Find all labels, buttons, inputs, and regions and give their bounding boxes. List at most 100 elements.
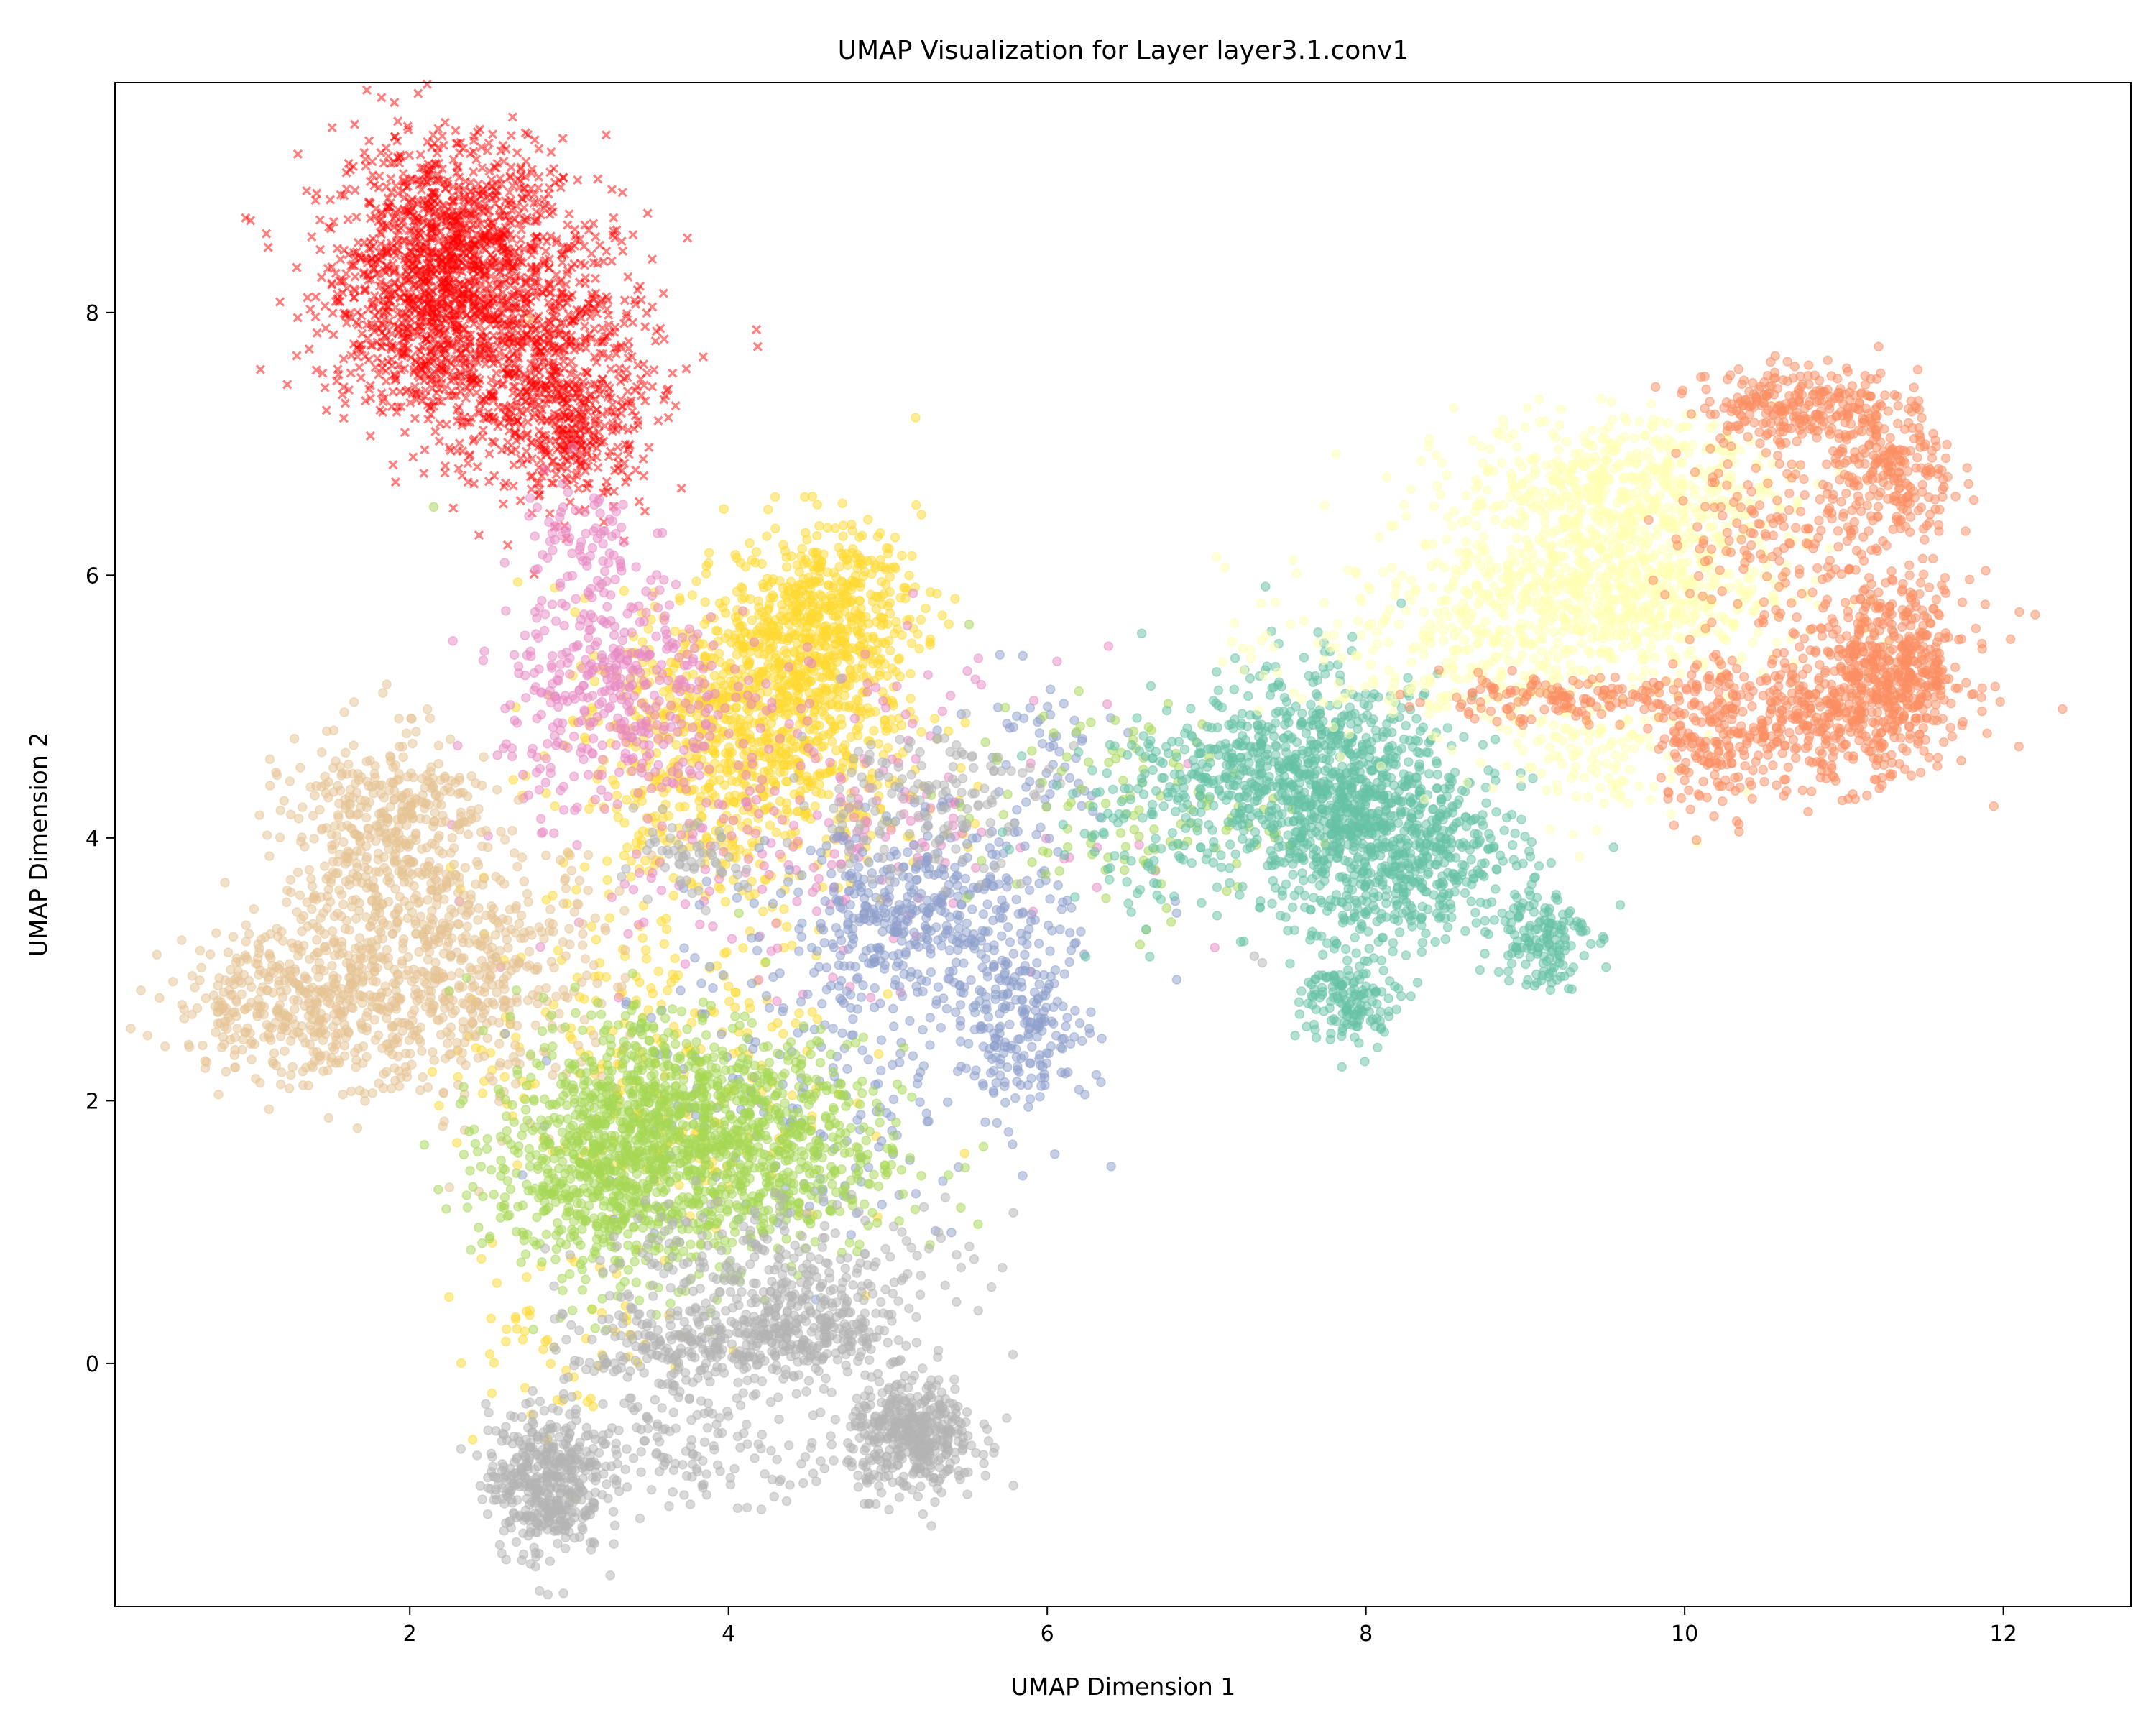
data-points — [126, 79, 2068, 1600]
data-point — [534, 602, 545, 613]
data-point-x — [579, 241, 589, 252]
data-point — [517, 1335, 528, 1345]
data-point — [656, 885, 667, 896]
data-point — [667, 638, 678, 648]
data-point — [807, 1007, 818, 1017]
data-point — [640, 680, 650, 691]
data-point-x — [505, 171, 515, 181]
data-point — [553, 717, 563, 728]
data-point — [809, 707, 819, 717]
data-point — [675, 595, 685, 606]
data-point — [514, 668, 524, 678]
data-point — [783, 597, 793, 607]
chart-title: UMAP Visualization for Layer layer3.1.co… — [838, 36, 1409, 65]
data-point — [830, 523, 840, 533]
data-point — [1210, 942, 1220, 953]
data-point — [765, 768, 775, 778]
data-point — [434, 1100, 444, 1111]
data-point — [716, 676, 726, 686]
data-point — [819, 741, 829, 751]
data-point — [811, 618, 821, 629]
data-point — [592, 637, 602, 647]
data-point — [821, 631, 832, 641]
data-point — [882, 543, 892, 553]
data-point-x — [377, 93, 387, 103]
data-point — [596, 579, 607, 589]
data-point — [844, 700, 855, 711]
data-point — [659, 939, 670, 949]
data-point — [671, 579, 681, 589]
data-point — [897, 630, 907, 640]
data-point — [862, 678, 872, 689]
data-point — [673, 768, 683, 779]
data-point — [880, 702, 891, 713]
data-point — [298, 802, 308, 812]
data-point — [814, 720, 824, 731]
data-point — [502, 1324, 512, 1335]
data-point — [757, 607, 767, 617]
data-point — [595, 508, 605, 519]
data-point — [733, 681, 744, 692]
data-point — [607, 516, 618, 526]
data-point — [512, 577, 523, 587]
data-point — [585, 644, 595, 655]
data-point — [612, 799, 623, 809]
data-point — [584, 625, 594, 635]
data-point — [686, 768, 696, 779]
data-point — [794, 566, 805, 577]
data-point — [661, 924, 672, 934]
data-point — [726, 676, 736, 686]
data-point — [906, 816, 916, 827]
data-point — [694, 760, 704, 771]
data-point — [588, 1402, 599, 1412]
data-point — [872, 645, 882, 656]
data-point — [842, 591, 852, 602]
data-point — [720, 596, 731, 606]
data-point — [556, 659, 566, 670]
data-point — [623, 929, 633, 939]
data-point-x — [506, 131, 516, 141]
data-point — [838, 520, 849, 530]
data-point — [770, 786, 780, 796]
data-point — [700, 784, 711, 794]
data-point — [725, 765, 736, 776]
data-point — [652, 570, 662, 580]
data-point — [880, 562, 890, 573]
data-point — [667, 778, 678, 788]
data-point — [778, 1029, 788, 1039]
data-point — [906, 694, 916, 704]
data-point — [837, 763, 847, 773]
data-point — [811, 634, 821, 644]
data-point — [476, 1254, 487, 1264]
data-point — [530, 531, 540, 541]
data-point — [524, 511, 534, 521]
data-point — [641, 607, 651, 618]
data-point — [844, 680, 854, 691]
data-point — [659, 615, 670, 625]
data-point — [757, 774, 768, 785]
data-point — [812, 810, 823, 820]
data-point — [719, 948, 729, 959]
data-point — [671, 684, 681, 694]
data-point — [970, 862, 981, 873]
data-point — [654, 696, 664, 707]
data-point — [700, 597, 711, 607]
data-point — [789, 676, 800, 687]
data-point — [568, 731, 579, 742]
data-point — [804, 699, 815, 709]
data-point — [737, 584, 748, 594]
data-point — [563, 571, 573, 581]
data-point-x — [263, 242, 273, 252]
data-point — [529, 668, 540, 678]
data-point — [896, 720, 907, 730]
data-point — [870, 682, 881, 693]
data-point — [1134, 840, 1144, 850]
data-point — [666, 978, 676, 988]
data-point — [477, 1088, 488, 1098]
data-point — [627, 765, 637, 776]
data-point — [687, 590, 698, 600]
data-point — [959, 1148, 970, 1159]
data-point-x — [454, 147, 464, 157]
data-point — [448, 859, 459, 870]
data-point — [671, 740, 681, 750]
